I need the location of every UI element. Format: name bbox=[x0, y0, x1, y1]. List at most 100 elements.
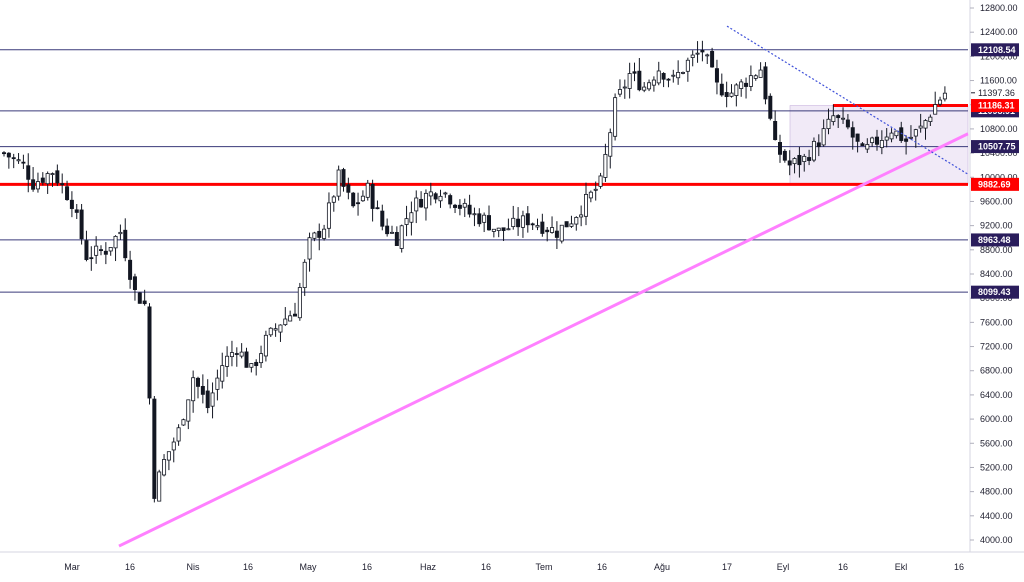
candle bbox=[797, 146, 802, 178]
candle-body-up bbox=[894, 130, 899, 137]
candle bbox=[220, 352, 225, 389]
candle bbox=[811, 137, 816, 163]
candle-body-down bbox=[904, 138, 909, 142]
candle-body-up bbox=[438, 195, 443, 202]
candle-body-up bbox=[651, 79, 656, 86]
candle bbox=[239, 343, 244, 359]
candle bbox=[530, 222, 535, 230]
candle-body-up bbox=[249, 363, 254, 368]
candle-body-down bbox=[69, 199, 74, 209]
candle bbox=[603, 143, 608, 182]
candle-body-down bbox=[200, 386, 205, 395]
candle bbox=[302, 259, 307, 296]
candle bbox=[433, 192, 438, 204]
candle-body-up bbox=[938, 99, 943, 105]
candle bbox=[423, 189, 428, 221]
candle-body-up bbox=[734, 84, 739, 96]
axis-layer bbox=[0, 0, 1024, 553]
candle-body-up bbox=[326, 202, 331, 229]
price-tick-label: 4400.00 bbox=[980, 511, 1013, 521]
candle-body-down bbox=[89, 257, 94, 260]
candle bbox=[841, 107, 846, 124]
candle-body-down bbox=[637, 70, 642, 91]
candle bbox=[710, 47, 715, 68]
candle-body-down bbox=[845, 119, 850, 128]
candle bbox=[836, 114, 841, 128]
candle bbox=[113, 235, 118, 262]
candle bbox=[511, 205, 516, 230]
candle bbox=[341, 167, 346, 192]
candle bbox=[584, 182, 589, 226]
candle-body-up bbox=[550, 227, 555, 233]
candle bbox=[210, 382, 215, 419]
candle-body-up bbox=[428, 191, 433, 197]
candle-body-down bbox=[79, 209, 84, 240]
candle bbox=[467, 194, 472, 218]
candle bbox=[35, 172, 40, 193]
candle-body-down bbox=[787, 160, 792, 166]
candle bbox=[782, 149, 787, 163]
candle-body-up bbox=[157, 471, 162, 502]
candle bbox=[360, 190, 365, 202]
candle-body-down bbox=[773, 120, 778, 141]
candle-body-up bbox=[113, 235, 118, 249]
price-tick-label: 9200.00 bbox=[980, 221, 1013, 231]
time-tick-label: Haz bbox=[420, 562, 437, 572]
candle bbox=[278, 324, 283, 342]
candle bbox=[661, 72, 666, 88]
candle-body-up bbox=[584, 193, 589, 217]
candles-layer bbox=[2, 40, 947, 503]
candle bbox=[132, 273, 137, 301]
candle-body-down bbox=[855, 133, 860, 142]
candle bbox=[166, 451, 171, 471]
candle-body-down bbox=[501, 227, 506, 231]
candle-body-down bbox=[26, 165, 31, 180]
time-tick-label: Nis bbox=[187, 562, 200, 572]
candle bbox=[613, 93, 618, 141]
candle bbox=[244, 347, 249, 368]
price-tick-label: 11600.00 bbox=[980, 76, 1017, 86]
candle bbox=[142, 289, 147, 306]
candle bbox=[123, 218, 128, 262]
candle bbox=[821, 119, 826, 147]
candle bbox=[181, 418, 186, 426]
candle-body-up bbox=[297, 287, 302, 319]
candle bbox=[292, 302, 297, 317]
time-tick-label: 16 bbox=[481, 562, 491, 572]
candle-body-down bbox=[137, 292, 142, 304]
price-tick-label: 12400.00 bbox=[980, 27, 1018, 37]
candle bbox=[317, 223, 322, 251]
price-tick-label: 4800.00 bbox=[980, 487, 1013, 497]
candle-body-down bbox=[205, 390, 210, 409]
candle-body-up bbox=[889, 132, 894, 140]
candle bbox=[99, 245, 104, 256]
candle bbox=[356, 192, 361, 216]
candle-body-up bbox=[603, 153, 608, 178]
time-tick-label: Eyl bbox=[777, 562, 790, 572]
candle bbox=[802, 153, 807, 172]
candle-body-up bbox=[409, 212, 414, 223]
price-tick-label: 4000.00 bbox=[980, 535, 1013, 545]
candle bbox=[26, 153, 31, 193]
candle bbox=[40, 172, 45, 186]
candle-body-down bbox=[370, 183, 375, 209]
candle-body-down bbox=[254, 361, 259, 367]
candle-body-up bbox=[617, 89, 622, 95]
candle-body-up bbox=[273, 328, 278, 331]
candle bbox=[486, 205, 491, 231]
candle bbox=[69, 191, 74, 218]
candle-body-up bbox=[210, 392, 215, 407]
candle-body-up bbox=[414, 197, 419, 212]
candle bbox=[875, 129, 880, 151]
candle-body-up bbox=[685, 59, 690, 72]
candle bbox=[681, 71, 686, 75]
candle-body-up bbox=[802, 155, 807, 162]
candle-body-down bbox=[341, 169, 346, 187]
candle bbox=[904, 135, 909, 155]
candle-body-down bbox=[530, 223, 535, 226]
candle bbox=[506, 218, 511, 231]
candle-body-up bbox=[220, 365, 225, 382]
candle-body-up bbox=[171, 441, 176, 451]
candle bbox=[152, 396, 157, 503]
